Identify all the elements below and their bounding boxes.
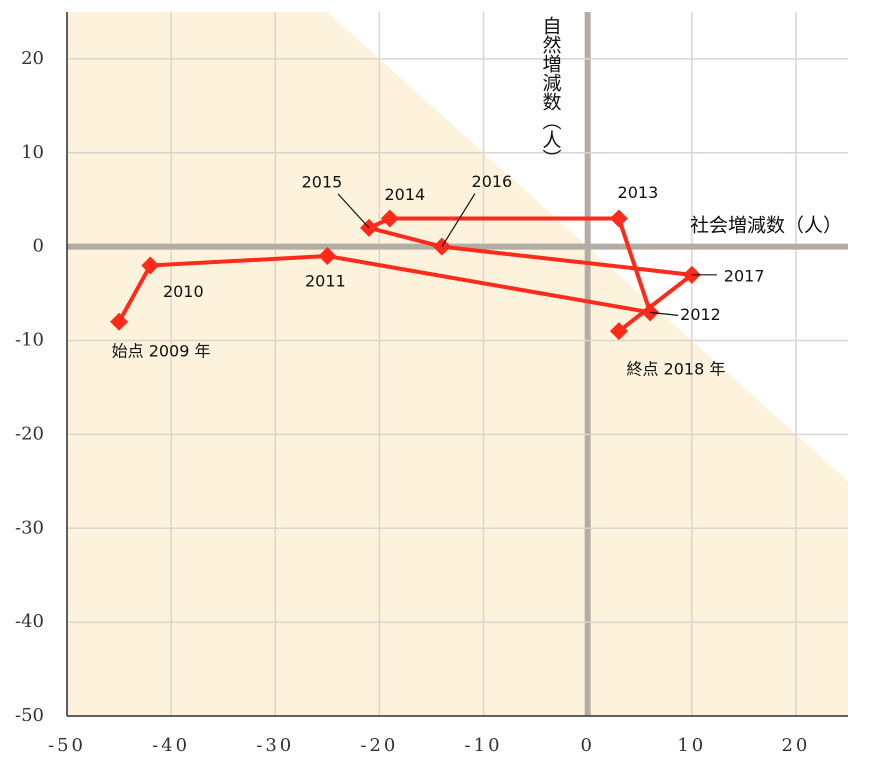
x-tick-label: -30 bbox=[256, 735, 294, 756]
marker bbox=[141, 256, 160, 275]
leader-line bbox=[650, 311, 679, 316]
point-label: 2011 bbox=[305, 272, 346, 291]
point-label: 2016 bbox=[472, 172, 513, 191]
y-tick-label: 20 bbox=[21, 48, 44, 69]
leader-line bbox=[337, 193, 370, 229]
point-label: 始点 2009 年 bbox=[112, 341, 211, 360]
point-label: 2015 bbox=[302, 172, 343, 191]
point-label: 2017 bbox=[724, 266, 765, 285]
point-label: 終点 2018 年 bbox=[626, 360, 725, 379]
x-tick-label: -40 bbox=[152, 735, 190, 756]
x-axis-label: 社会増減数（人） bbox=[690, 215, 842, 237]
marker bbox=[380, 209, 399, 228]
y-tick-label: -10 bbox=[15, 330, 44, 351]
y-tick-label: -20 bbox=[15, 423, 44, 444]
y-tick-label: 0 bbox=[33, 236, 44, 257]
x-tick-label: 20 bbox=[781, 735, 810, 756]
marker bbox=[110, 312, 129, 331]
x-tick-label: -20 bbox=[360, 735, 398, 756]
marker bbox=[318, 247, 337, 266]
leader-line bbox=[441, 193, 476, 247]
shade bbox=[67, 12, 848, 716]
y-tick-label: -40 bbox=[15, 611, 44, 632]
marker bbox=[609, 209, 628, 228]
point-label: 2010 bbox=[163, 282, 204, 301]
point-label: 2014 bbox=[384, 185, 425, 204]
point-label: 2013 bbox=[618, 183, 659, 202]
y-axis-label: 自然増減数（人） bbox=[540, 16, 562, 168]
x-tick-label: -10 bbox=[465, 735, 503, 756]
point-label: 2012 bbox=[680, 305, 721, 324]
y-tick-label: -30 bbox=[15, 517, 44, 538]
y-tick-label: -50 bbox=[15, 705, 44, 726]
marker bbox=[609, 322, 628, 341]
x-tick-label: -50 bbox=[48, 735, 86, 756]
y-tick-label: 10 bbox=[21, 142, 44, 163]
x-tick-label: 10 bbox=[677, 735, 706, 756]
x-tick-label: 0 bbox=[580, 735, 594, 756]
data-line bbox=[117, 216, 694, 333]
